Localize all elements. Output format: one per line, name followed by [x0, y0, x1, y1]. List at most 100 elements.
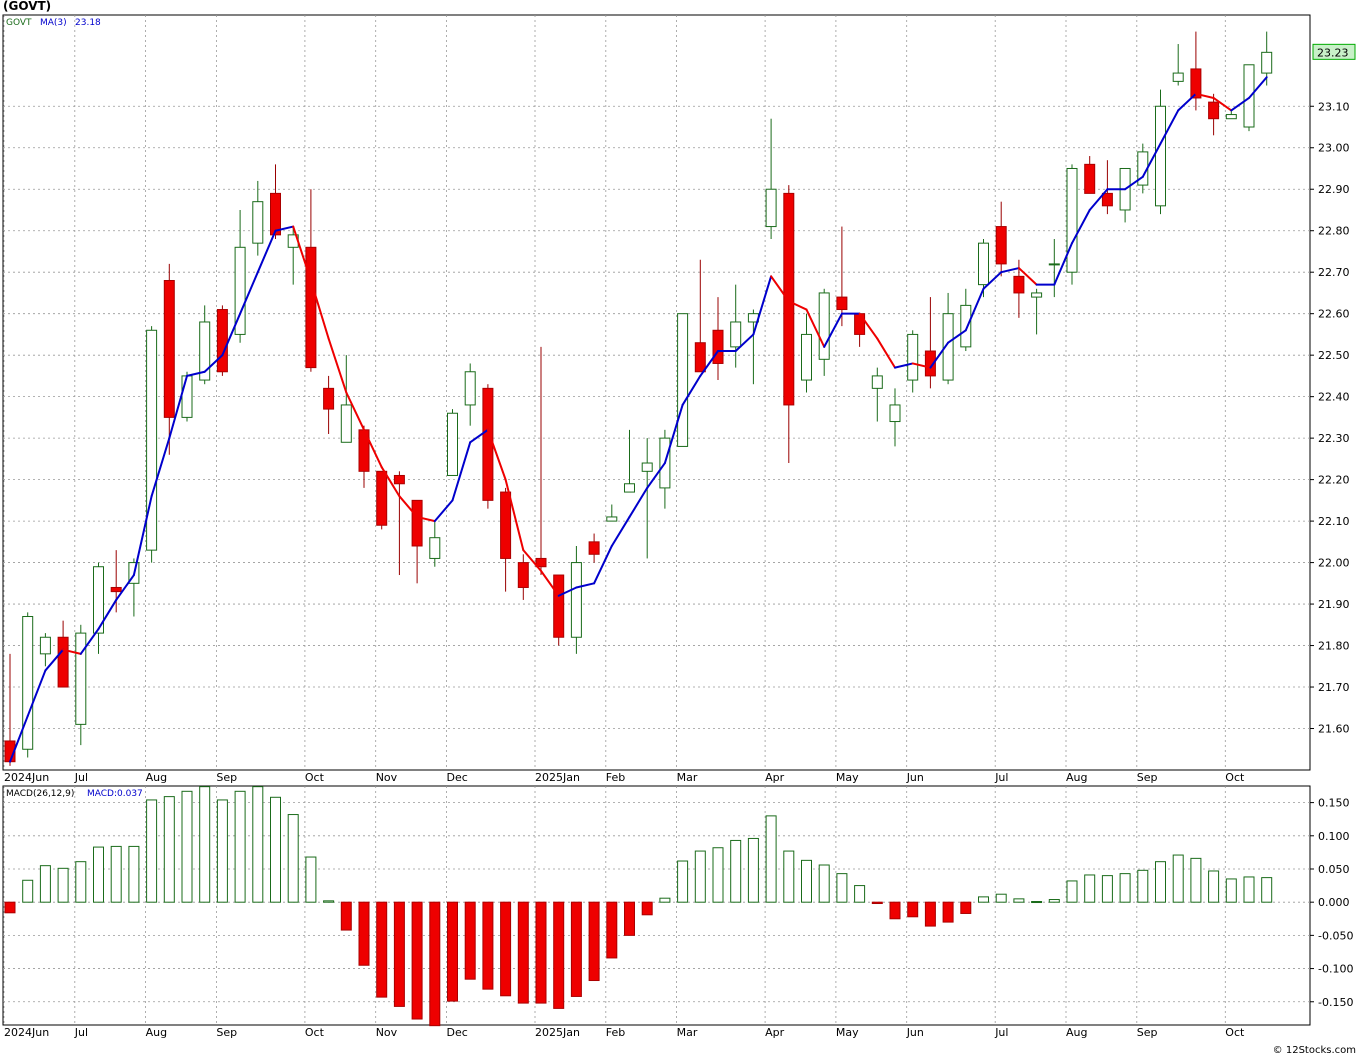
y-tick-label-price: 22.80: [1318, 225, 1350, 238]
macd-bar: [287, 814, 299, 903]
macd-bar: [75, 861, 87, 903]
candle-body: [1031, 292, 1043, 298]
ma-segment: [628, 486, 649, 518]
candle-body: [1190, 68, 1202, 99]
candle-body: [1225, 114, 1237, 120]
candle-body: [93, 566, 104, 634]
candle-body: [1155, 105, 1166, 207]
x-tick-label-macd: Aug: [146, 1026, 167, 1039]
ma-segment: [433, 499, 454, 523]
y-tick-label-price: 22.40: [1318, 391, 1350, 404]
legend-ma-label: MA(3): [40, 18, 67, 28]
candle-body: [995, 226, 1007, 265]
candle-body: [1048, 263, 1060, 266]
candle-body: [163, 279, 175, 418]
candle-body: [1013, 275, 1025, 294]
macd-bar: [783, 850, 795, 903]
ma-segment: [770, 275, 790, 303]
candle-body: [570, 562, 582, 638]
x-tick-label-price: May: [836, 771, 859, 784]
candle-body: [376, 470, 388, 526]
macd-bar: [500, 901, 512, 997]
macd-bar: [1208, 870, 1220, 903]
ma-segment: [663, 403, 684, 465]
candle-body: [1066, 167, 1078, 273]
ma-segment: [79, 627, 100, 655]
x-tick-label-macd: Jun: [906, 1026, 924, 1039]
x-tick-label-macd: Sep: [216, 1026, 237, 1039]
candle-body: [641, 462, 653, 472]
macd-bar: [836, 873, 848, 903]
y-tick-label-price: 21.60: [1318, 723, 1350, 736]
macd-bar: [305, 856, 317, 903]
x-tick-label-macd: Apr: [765, 1026, 785, 1039]
ma-segment: [274, 225, 295, 232]
macd-bar: [517, 901, 529, 1004]
candle-body: [854, 313, 866, 335]
macd-bar: [747, 837, 759, 903]
candle-body: [960, 304, 972, 348]
x-tick-label-macd: Dec: [447, 1026, 468, 1039]
ma-segment: [9, 715, 29, 763]
macd-bar: [730, 839, 742, 903]
x-tick-label-macd: 2024Jun: [4, 1026, 49, 1039]
ma-segment: [876, 337, 896, 369]
macd-bar: [1119, 873, 1131, 903]
macd-bar: [995, 893, 1007, 903]
x-tick-label-price: Jun: [906, 771, 924, 784]
candle-body: [270, 192, 281, 236]
macd-bar: [871, 901, 883, 905]
ma-segment: [451, 441, 472, 502]
x-tick-label-price: Oct: [1225, 771, 1245, 784]
x-tick-label-macd: Oct: [1225, 1026, 1245, 1039]
ma-segment: [363, 428, 383, 469]
ma-segment: [132, 495, 153, 577]
macd-bar: [818, 864, 830, 903]
macd-bar: [393, 901, 405, 1007]
macd-bar: [447, 901, 458, 1002]
ma-segment: [540, 569, 560, 597]
candle-body: [836, 296, 848, 311]
y-tick-label-macd: -0.100: [1318, 963, 1353, 976]
x-tick-label-macd: Sep: [1137, 1026, 1158, 1039]
ma-segment: [1230, 96, 1250, 112]
y-tick-label-price: 23.10: [1318, 100, 1350, 113]
x-tick-label-price: Aug: [146, 771, 167, 784]
macd-bar: [110, 845, 122, 903]
ma-segment: [327, 337, 348, 394]
macd-bar: [677, 860, 689, 903]
candle-body: [1208, 101, 1220, 120]
macd-bar: [358, 901, 370, 966]
ma-segment: [823, 312, 843, 348]
candle-body: [1172, 72, 1184, 82]
candle-body: [1084, 163, 1096, 194]
x-tick-label-price: Oct: [305, 771, 325, 784]
ma-segment: [858, 312, 879, 340]
candle-body: [199, 321, 211, 381]
x-tick-label-price: Sep: [1137, 771, 1158, 784]
macd-bar: [924, 901, 936, 927]
macd-bar: [39, 865, 51, 903]
y-tick-label-macd: 0.050: [1318, 863, 1350, 876]
x-tick-label-price: Aug: [1066, 771, 1087, 784]
macd-bar: [1084, 874, 1096, 903]
ma-segment: [911, 362, 932, 369]
x-tick-label-macd: Jul: [74, 1026, 88, 1039]
ma-segment: [1088, 188, 1109, 211]
candle-body: [677, 313, 689, 447]
ma-segment: [168, 374, 188, 440]
candle-body: [323, 387, 335, 410]
macd-bar: [801, 859, 812, 903]
macd-bar: [93, 846, 104, 903]
macd-bar: [340, 901, 352, 931]
candle-body: [146, 329, 158, 551]
macd-bar: [606, 901, 618, 959]
y-tick-label-macd: -0.050: [1318, 929, 1353, 942]
last-price-box: [1312, 43, 1356, 60]
ma-segment: [504, 478, 525, 552]
x-tick-label-macd: Aug: [1066, 1026, 1087, 1039]
macd-bar: [181, 790, 193, 903]
ma-segment: [699, 350, 719, 377]
x-tick-label-price: Jul: [994, 771, 1008, 784]
macd-bar: [1137, 869, 1149, 903]
